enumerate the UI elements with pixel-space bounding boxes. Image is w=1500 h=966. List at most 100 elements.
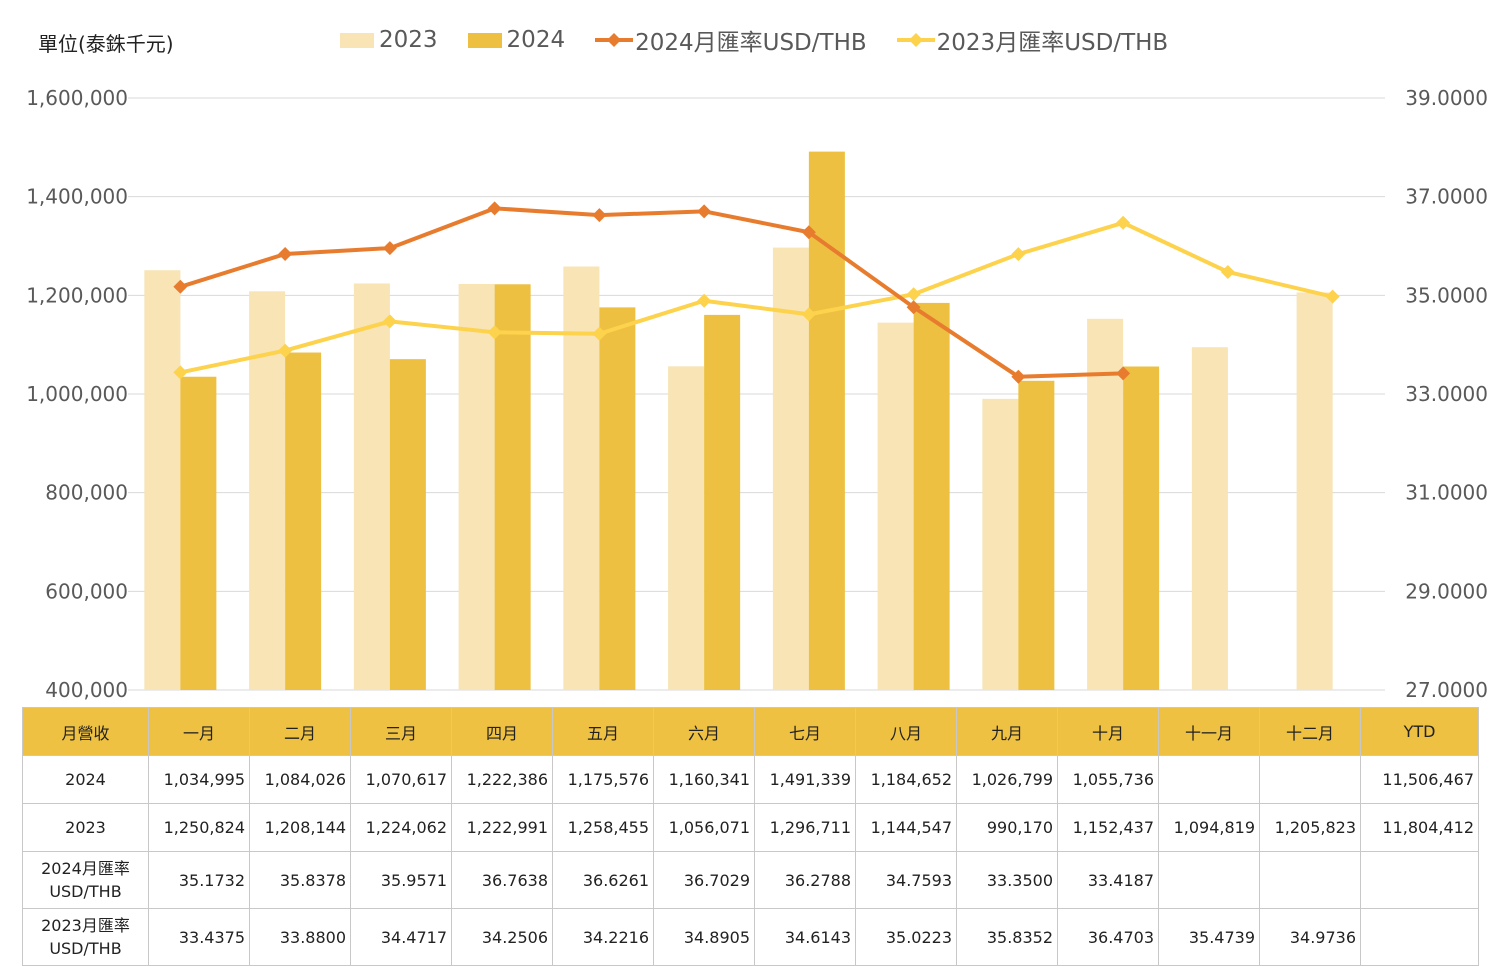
point-2024月匯率USD/THB — [697, 204, 712, 219]
table-row-label: 2024月匯率 USD/THB — [22, 851, 149, 909]
table-cell — [1158, 755, 1260, 804]
table-cell: 1,056,071 — [653, 803, 755, 852]
bar-2023 — [1296, 292, 1333, 690]
table-header-cell: 八月 — [855, 707, 957, 756]
table-cell: 34.4717 — [350, 908, 452, 966]
table-cell: 1,026,799 — [956, 755, 1058, 804]
table-cell — [1259, 755, 1361, 804]
bar-2023 — [982, 398, 1019, 690]
table-cell: 1,070,617 — [350, 755, 452, 804]
table-cell: 1,175,576 — [552, 755, 654, 804]
table-cell: 1,144,547 — [855, 803, 957, 852]
line-2023月匯率USD/THB — [179, 220, 1334, 375]
table-cell: 35.9571 — [350, 851, 452, 909]
line-2024月匯率USD/THB — [179, 206, 1124, 379]
bar-2023 — [458, 283, 495, 690]
table-row: 2023 1,250,824 1,208,144 1,224,062 1,222,991… — [22, 803, 1479, 852]
table-header-cell: 十二月 — [1259, 707, 1361, 756]
table-row: 2024 1,034,995 1,084,026 1,070,617 1,222,386… — [22, 755, 1479, 804]
table-cell: 990,170 — [956, 803, 1058, 852]
bar-2023 — [668, 366, 705, 690]
legend-item: 2023 — [340, 27, 438, 53]
table-header-cell: 一月 — [148, 707, 250, 756]
table-cell: 1,184,652 — [855, 755, 957, 804]
bar-2023 — [144, 270, 181, 690]
legend-item: 2024 — [467, 27, 566, 53]
table-cell: 33.3500 — [956, 851, 1058, 909]
table-header-cell: 五月 — [552, 707, 654, 756]
point-2023月匯率USD/THB — [278, 343, 293, 358]
y-right-tick-label: 27.0000 — [1405, 678, 1488, 700]
legend-label: 2024 — [506, 27, 566, 53]
point-2023月匯率USD/THB — [1011, 247, 1026, 262]
legend-label: 2023月匯率USD/THB — [936, 30, 1169, 56]
table-cell: 1,258,455 — [552, 803, 654, 852]
point-2024月匯率USD/THB — [1011, 369, 1026, 384]
point-2023月匯率USD/THB — [382, 314, 397, 329]
point-2023月匯率USD/THB — [1325, 289, 1340, 304]
table-cell: 11,506,467 — [1360, 755, 1479, 804]
row-label-line: USD/THB — [49, 882, 122, 901]
bar-2023 — [1087, 318, 1124, 690]
y-left-tick-label: 1,400,000 — [26, 185, 128, 209]
y-right-tick-label: 33.0000 — [1405, 382, 1488, 406]
table-cell: 34.6143 — [754, 908, 856, 966]
table-cell: 1,224,062 — [350, 803, 452, 852]
table-cell: 36.6261 — [552, 851, 654, 909]
table-header-cell: 十一月 — [1158, 707, 1260, 756]
y-left-tick-label: 400,000 — [45, 678, 128, 700]
table-row: 2024月匯率 USD/THB 35.1732 35.8378 35.9571 36.76… — [22, 851, 1479, 909]
table-header-row: 月營收 一月 二月 三月 四月 五月 六月 七月 八月 九月 十月 十一月 十二月 YTD — [22, 707, 1479, 756]
table-cell: 35.8352 — [956, 908, 1058, 966]
table-cell: 1,222,991 — [451, 803, 553, 852]
legend-label: 2023 — [379, 27, 438, 53]
bar-2024 — [599, 307, 636, 690]
bar-2024 — [494, 284, 531, 690]
table-header-cell: 十月 — [1057, 707, 1159, 756]
table-cell: 1,296,711 — [754, 803, 856, 852]
point-2024月匯率USD/THB — [592, 208, 607, 223]
unit-label: 單位(泰銖千元) — [38, 32, 174, 56]
point-2024月匯率USD/THB — [1116, 366, 1131, 381]
point-2024月匯率USD/THB — [801, 225, 816, 240]
table-row: 2023月匯率 USD/THB 33.4375 33.8800 34.4717 34.25… — [22, 908, 1479, 966]
table-cell: 35.4739 — [1158, 908, 1260, 966]
legend-item: 2023月匯率USD/THB — [896, 23, 1169, 57]
bar-2023 — [563, 266, 600, 690]
bar-2023 — [772, 247, 809, 691]
table-cell: 35.0223 — [855, 908, 957, 966]
bar-2024 — [704, 314, 741, 690]
table-cell: 33.4375 — [148, 908, 250, 966]
bar-2024 — [913, 302, 950, 690]
table-cell: 1,208,144 — [249, 803, 351, 852]
y-left-tick-label: 1,600,000 — [26, 86, 128, 110]
table-cell: 33.4187 — [1057, 851, 1159, 909]
table-cell: 36.4703 — [1057, 908, 1159, 966]
point-2023月匯率USD/THB — [906, 287, 921, 302]
bar-2024 — [389, 359, 426, 690]
bar-2024 — [285, 352, 322, 690]
table-cell: 34.8905 — [653, 908, 755, 966]
table-cell: 1,152,437 — [1057, 803, 1159, 852]
table-cell: 36.7029 — [653, 851, 755, 909]
point-2023月匯率USD/THB — [487, 325, 502, 340]
table-cell: 1,094,819 — [1158, 803, 1260, 852]
table-cell: 34.2216 — [552, 908, 654, 966]
point-2024月匯率USD/THB — [278, 247, 293, 262]
table-cell — [1360, 908, 1479, 966]
y-right-tick-label: 37.0000 — [1405, 185, 1488, 209]
bar-2024 — [180, 376, 217, 690]
table-row-label: 2023 — [22, 803, 149, 852]
table-cell: 1,250,824 — [148, 803, 250, 852]
bar-2024 — [1018, 380, 1055, 690]
legend-line-swatch — [896, 33, 935, 47]
point-2023月匯率USD/THB — [173, 365, 188, 380]
table-header-cell: 七月 — [754, 707, 856, 756]
point-2024月匯率USD/THB — [382, 241, 397, 256]
point-2023月匯率USD/THB — [801, 307, 816, 322]
table-cell — [1158, 851, 1260, 909]
table-cell: 1,034,995 — [148, 755, 250, 804]
y-right-tick-label: 29.0000 — [1405, 579, 1488, 603]
point-2023月匯率USD/THB — [1116, 215, 1131, 230]
bar-2024 — [808, 151, 845, 691]
